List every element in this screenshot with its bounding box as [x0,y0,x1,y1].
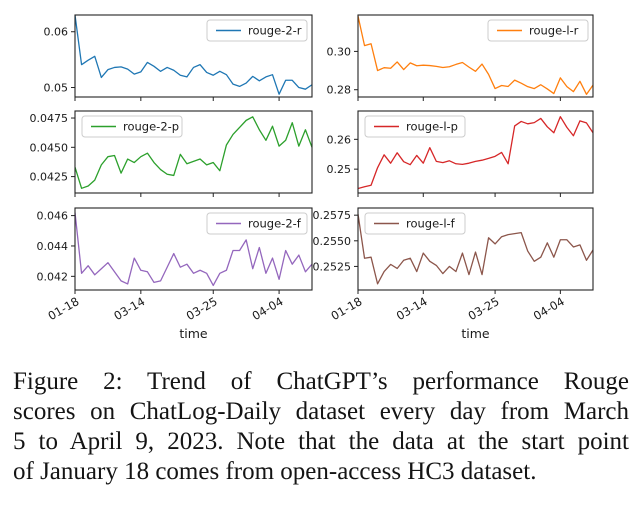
y-tick-label: 0.2550 [313,235,352,248]
chart-rouge-2-f: 0.046 0.044 0.042 01-18 03-14 03-25 04-04 time r… [23,196,320,352]
plot-border [357,110,594,194]
rouge-l-r-line [358,15,593,95]
legend-rouge-l-r: rouge-l-r [487,19,589,42]
legend-rouge-2-p: rouge-2-p [81,115,183,138]
y-tick-label: 0.06 [44,26,69,39]
legend-label: rouge-2-r [248,24,302,38]
legend-box [81,115,183,138]
y-tick-label: 0.2575 [313,209,352,222]
plot-rouge-l-f: 0.2575 0.2550 0.2525 01-18 03-14 03-25 04-04 ti… [313,207,594,341]
legend-rouge-2-r: rouge-2-r [206,19,308,42]
legend-label: rouge-l-r [529,24,579,38]
y-tick-label: 0.044 [37,240,69,253]
y-tick-label: 0.0425 [30,171,69,184]
y-tick-label: 0.05 [44,82,69,95]
legend-box [206,212,308,235]
legend-box [364,212,466,235]
rouge-charts-grid: 0.06 0.05 rouge-2-r 0.30 0.28 rouge-l-r 0.04… [23,3,601,352]
legend-rouge-l-f: rouge-l-f [364,212,466,235]
caption-line-3: 5 to April 9, 2023. Note that the data a… [13,428,629,455]
figure-caption: Figure 2: Trend of ChatGPT’s performance… [13,367,629,487]
x-axis-label: time [179,326,208,341]
legend-label: rouge-l-f [406,217,456,231]
rouge-2-r-line [75,15,312,95]
x-tick-label: 03-25 [184,294,220,323]
plot-border [357,207,594,291]
caption-line-1: Figure 2: Trend of ChatGPT’s performance… [13,368,629,395]
y-tick-label: 0.28 [327,84,352,97]
y-tick-label: 0.26 [327,133,352,146]
y-tick-label: 0.25 [327,163,352,176]
y-tick-label: 0.2525 [313,260,352,273]
legend-label: rouge-l-p [406,120,458,134]
x-tick-label: 01-18 [46,294,82,323]
chart-rouge-2-r: 0.06 0.05 rouge-2-r [23,3,320,113]
rouge-l-f-line [358,214,593,285]
plot-rouge-2-r: 0.06 0.05 rouge-2-r [44,14,313,101]
x-axis-label: time [461,326,490,341]
plot-border [74,14,313,98]
plot-border [74,207,313,291]
x-tick-label: 04-04 [250,294,286,323]
legend-box [487,19,589,42]
rouge-2-f-line [75,212,312,287]
rouge-l-p-line [358,116,593,190]
plot-border [357,14,594,98]
legend-box [206,19,308,42]
plot-rouge-l-r: 0.30 0.28 rouge-l-r [327,14,594,101]
chart-rouge-l-r: 0.30 0.28 rouge-l-r [306,3,601,113]
plot-rouge-l-p: 0.26 0.25 rouge-l-p [327,110,594,197]
chart-rouge-l-f: 0.2575 0.2550 0.2525 01-18 03-14 03-25 04-04 ti… [306,196,601,352]
x-tick-label: 03-14 [394,294,430,323]
legend-label: rouge-2-f [248,217,302,231]
plot-rouge-2-f: 0.046 0.044 0.042 01-18 03-14 03-25 04-04 time r… [37,207,313,341]
y-tick-label: 0.0475 [30,112,69,125]
rouge-2-p-line [75,116,312,189]
plot-border [74,110,313,194]
caption-line-4: of January 18 comes from open-access HC3… [13,458,537,485]
chart-rouge-l-p: 0.26 0.25 rouge-l-p [306,99,601,209]
y-tick-label: 0.042 [37,270,69,283]
legend-rouge-2-f: rouge-2-f [206,212,308,235]
y-tick-label: 0.046 [37,210,69,223]
legend-label: rouge-2-p [123,120,179,134]
legend-box [364,115,466,138]
y-tick-label: 0.30 [327,45,352,58]
chart-rouge-2-p: 0.0475 0.0450 0.0425 rouge-2-p [23,99,320,209]
x-tick-label: 03-14 [111,294,147,323]
x-tick-label: 01-18 [329,294,365,323]
caption-line-2: scores on ChatLog-Daily dataset every da… [13,398,629,425]
y-tick-label: 0.0450 [30,141,69,154]
x-tick-label: 03-25 [466,294,502,323]
legend-rouge-l-p: rouge-l-p [364,115,466,138]
plot-rouge-2-p: 0.0475 0.0450 0.0425 rouge-2-p [30,110,313,197]
x-tick-label: 04-04 [531,294,567,323]
